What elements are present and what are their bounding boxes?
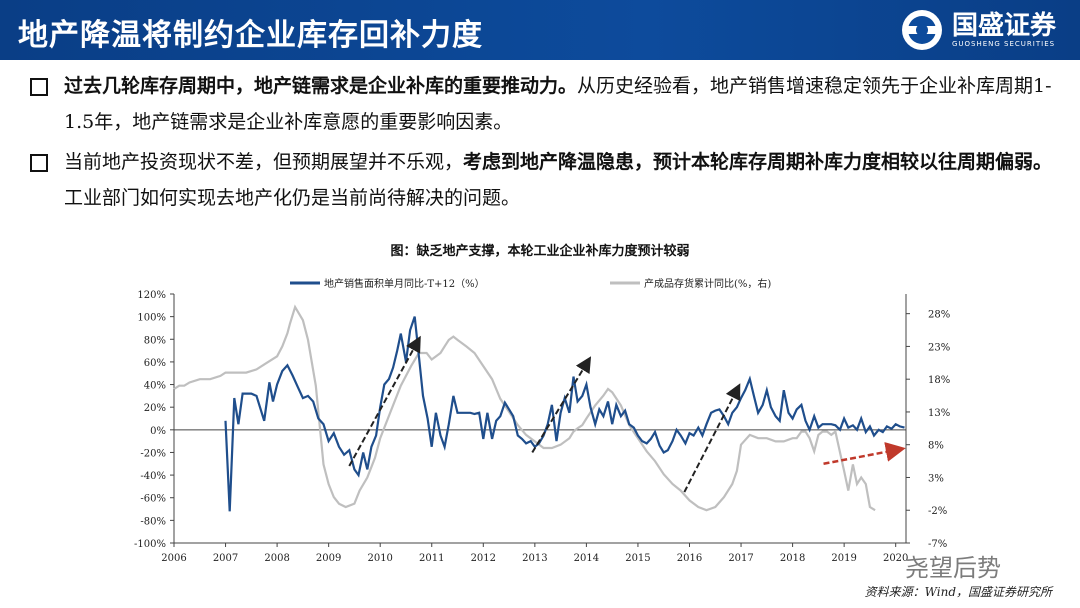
trend-arrow-red [823, 442, 906, 466]
header-bar: 地产降温将制约企业库存回补力度 国盛证券 GUOSHENG SECURITIES [0, 0, 1080, 60]
y-left-tick-label: -80% [140, 516, 166, 527]
series-line-inventory [173, 304, 876, 512]
y-left-tick-label: 80% [144, 335, 166, 346]
x-tick-label: 2013 [522, 553, 547, 564]
y-left-tick-label: 100% [137, 313, 166, 324]
x-tick-label: 2006 [161, 553, 186, 564]
y-left-tick-label: 20% [144, 403, 166, 414]
y-right-tick-label: 3% [928, 473, 944, 484]
bullet-item: 过去几轮库存周期中，地产链需求是企业补库的重要推动力。从历史经验看，地产销售增速… [30, 68, 1060, 140]
trend-arrow [348, 335, 421, 467]
y-left-tick-label: 120% [137, 290, 166, 301]
y-left-tick-label: -100% [134, 539, 166, 550]
y-left-tick-label: 60% [144, 358, 166, 369]
chart-title: 图：缺乏地产支撑，本轮工业企业补库力度预计较弱 [390, 244, 690, 259]
x-tick-label: 2014 [574, 553, 599, 564]
bullet-list: 过去几轮库存周期中，地产链需求是企业补库的重要推动力。从历史经验看，地产销售增速… [30, 68, 1060, 220]
x-tick-label: 2010 [367, 553, 392, 564]
logo-name-cn: 国盛证券 [951, 11, 1056, 41]
bullet-bold: 过去几轮库存周期中，地产链需求是企业补库的重要推动力。 [64, 75, 578, 97]
series-line-property-sales [224, 316, 905, 512]
x-tick-label: 2019 [831, 553, 856, 564]
bullet-rest: 工业部门如何实现去地产化仍是当前尚待解决的问题。 [64, 187, 521, 209]
source-note: 资料来源：Wind，国盛证券研究所 [864, 585, 1052, 599]
bullet-rest: 从历史经验看，地产销售增速稳定领先于企业补库周期1-1.5年，地产链需求是企业补… [64, 75, 1052, 133]
y-left-tick-label: -20% [140, 448, 166, 459]
y-right-tick-label: -2% [928, 506, 947, 517]
x-tick-label: 2016 [677, 553, 702, 564]
y-left-tick-label: -60% [140, 494, 166, 505]
y-right-tick-label: 28% [928, 310, 950, 321]
bullet-bold: 考虑到地产降温隐患，预计本轮库存周期补库力度相较以往周期偏弱。 [463, 151, 1053, 173]
y-left-tick-label: 40% [144, 381, 166, 392]
page-title: 地产降温将制约企业库存回补力度 [18, 18, 483, 53]
y-right-tick-label: 13% [928, 408, 950, 419]
x-tick-label: 2008 [264, 553, 289, 564]
watermark-text: 尧望后势 [905, 554, 1001, 582]
x-tick-label: 2011 [419, 553, 444, 564]
x-tick-label: 2012 [471, 553, 496, 564]
y-left-tick-label: -40% [140, 471, 166, 482]
y-right-tick-label: 18% [928, 375, 950, 386]
logo-icon [901, 10, 942, 50]
trend-arrow [683, 383, 741, 493]
x-tick-label: 2009 [316, 553, 341, 564]
bullet-text: 过去几轮库存周期中，地产链需求是企业补库的重要推动力。从历史经验看，地产销售增速… [64, 68, 1060, 140]
x-tick-label: 2007 [213, 553, 238, 564]
legend-label: 产成品存货累计同比(%，右) [644, 277, 771, 290]
logo-name-en: GUOSHENG SECURITIES [951, 40, 1056, 48]
x-tick-label: 2017 [728, 553, 753, 564]
logo: 国盛证券 GUOSHENG SECURITIES [900, 6, 1056, 54]
x-tick-label: 2015 [625, 553, 650, 564]
trend-arrow [531, 356, 592, 453]
legend-label: 地产销售面积单月同比-T+12（%） [324, 277, 485, 290]
bullet-pre: 当前地产投资现状不差，但预期展望并不乐观， [64, 151, 464, 173]
bullet-marker [30, 154, 48, 172]
bullet-item: 当前地产投资现状不差，但预期展望并不乐观，考虑到地产降温隐患，预计本轮库存周期补… [30, 144, 1060, 216]
bullet-text: 当前地产投资现状不差，但预期展望并不乐观，考虑到地产降温隐患，预计本轮库存周期补… [64, 144, 1060, 216]
x-tick-label: 2018 [780, 553, 805, 564]
bullet-marker [30, 78, 48, 96]
y-right-tick-label: 23% [928, 342, 950, 353]
y-right-tick-label: 8% [928, 441, 944, 452]
y-left-tick-label: 0% [150, 426, 166, 437]
